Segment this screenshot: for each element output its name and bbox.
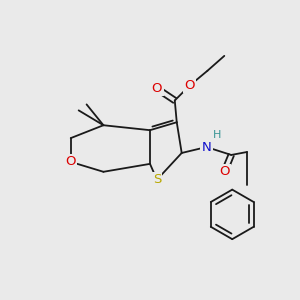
Text: H: H	[213, 130, 222, 140]
Text: S: S	[153, 173, 161, 186]
Text: O: O	[219, 165, 230, 178]
Text: O: O	[65, 155, 76, 168]
Text: O: O	[184, 79, 195, 92]
Text: N: N	[202, 140, 211, 154]
Text: O: O	[152, 82, 162, 95]
